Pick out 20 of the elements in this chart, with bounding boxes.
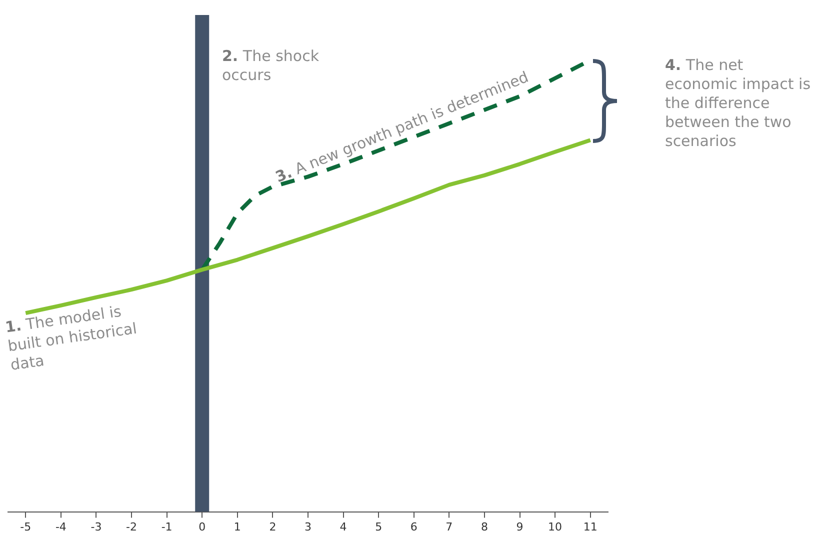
x-tick-label: -4 (55, 520, 66, 534)
x-tick-label: 4 (340, 520, 347, 534)
x-tick-label: 6 (410, 520, 418, 534)
x-tick-label: -2 (126, 520, 138, 534)
x-tick-label: 0 (198, 520, 206, 534)
x-tick-label: -5 (20, 520, 32, 534)
x-tick-label: 5 (375, 520, 382, 534)
annotation: 2. The shock occurs (222, 47, 320, 84)
x-tick-label: 1 (234, 520, 241, 534)
annotation: 1. The model is built on historical data (4, 301, 139, 375)
x-tick-label: 2 (269, 520, 276, 534)
text: 4. The net economic impact is the difference between the two scenarios (665, 56, 812, 151)
x-tick-label: 3 (304, 520, 312, 534)
x-tick-label: -3 (90, 520, 102, 534)
x-tick-label: 8 (480, 520, 488, 534)
x-tick-label: 11 (583, 520, 598, 534)
x-tick-label: 10 (548, 520, 562, 534)
x-tick-label: 9 (516, 520, 524, 534)
x-tick-label: 7 (446, 520, 453, 534)
x-tick-label: -1 (161, 520, 172, 534)
